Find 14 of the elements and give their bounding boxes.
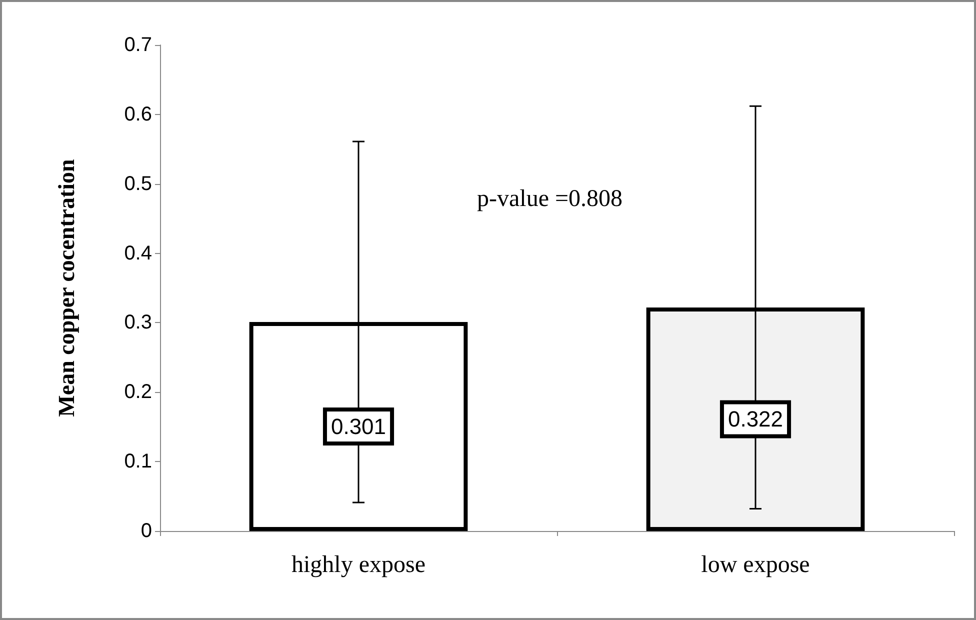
- y-axis-title: Mean copper cocentration: [54, 158, 79, 417]
- y-tick-label: 0.7: [124, 34, 152, 56]
- y-tick-label: 0.4: [124, 242, 152, 264]
- y-tick-label: 0.6: [124, 103, 152, 126]
- y-tick-label: 0: [140, 520, 152, 542]
- y-tick-label: 0.5: [124, 172, 152, 195]
- y-tick-label: 0.2: [124, 381, 152, 404]
- data-label: 0.301: [330, 414, 386, 440]
- annotation: p-value =0.808: [477, 186, 622, 212]
- data-label: 0.322: [728, 406, 784, 432]
- x-tick-label: highly expose: [292, 552, 426, 578]
- y-tick-label: 0.1: [124, 450, 152, 473]
- x-tick-label: low expose: [701, 552, 810, 578]
- y-tick-label: 0.3: [124, 312, 152, 334]
